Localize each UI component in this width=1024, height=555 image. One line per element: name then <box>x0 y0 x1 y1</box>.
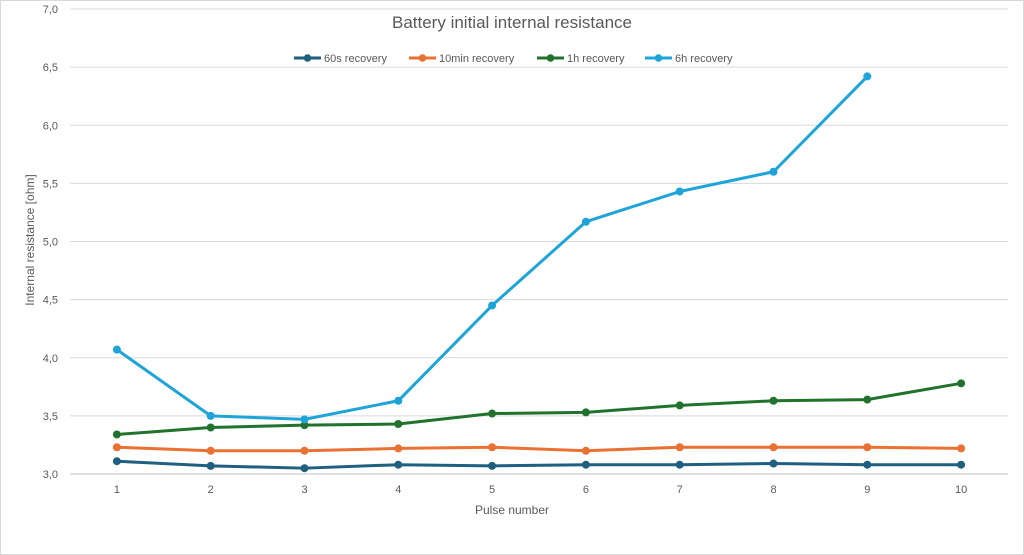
legend-item: 60s recovery <box>294 53 387 65</box>
data-point <box>769 443 778 452</box>
y-axis-label: Internal resistance [ohm] <box>23 174 37 305</box>
data-point <box>112 443 121 452</box>
legend-label: 1h recovery <box>567 53 625 65</box>
data-point <box>112 430 121 439</box>
legend-label: 10min recovery <box>439 53 515 65</box>
y-tick-label: 5,0 <box>43 237 58 249</box>
data-point <box>581 446 590 455</box>
data-point <box>675 443 684 452</box>
x-tick-label: 8 <box>770 484 776 496</box>
data-point <box>394 444 403 453</box>
data-point <box>300 446 309 455</box>
x-tick-label: 3 <box>301 484 307 496</box>
data-point <box>863 443 872 452</box>
legend-marker <box>303 54 312 62</box>
data-point <box>394 460 403 469</box>
data-point <box>206 411 215 420</box>
data-point <box>488 461 497 470</box>
data-point <box>488 443 497 452</box>
data-point <box>675 401 684 410</box>
legend: 60s recovery 10min recovery 1h recovery 6h … <box>294 53 733 65</box>
data-point <box>957 460 966 469</box>
series <box>112 72 872 424</box>
series <box>112 379 966 439</box>
y-tick-label: 3,0 <box>43 469 58 481</box>
x-tick-label: 7 <box>677 484 683 496</box>
data-point <box>206 446 215 455</box>
data-point <box>769 459 778 468</box>
data-point <box>300 421 309 430</box>
legend-marker <box>546 54 555 62</box>
data-point <box>581 217 590 226</box>
y-tick-label: 6,5 <box>43 62 58 74</box>
x-tick-label: 1 <box>114 484 120 496</box>
data-point <box>206 423 215 432</box>
series-group <box>112 72 966 473</box>
data-point <box>769 167 778 176</box>
data-point <box>863 72 872 81</box>
y-tick-label: 4,0 <box>43 353 58 365</box>
x-tick-label: 2 <box>208 484 214 496</box>
x-tick-label: 10 <box>955 484 967 496</box>
x-tick-label: 4 <box>395 484 401 496</box>
data-point <box>300 464 309 473</box>
x-tick-label: 9 <box>864 484 870 496</box>
legend-marker <box>654 54 663 62</box>
data-point <box>112 345 121 354</box>
data-point <box>863 460 872 469</box>
legend-item: 1h recovery <box>537 53 625 65</box>
y-axis-ticks: 3,0 3,5 4,0 4,5 5,0 5,5 6,0 6,5 7,0 <box>43 4 58 481</box>
series-line <box>115 381 963 436</box>
data-point <box>957 379 966 388</box>
data-point <box>394 396 403 405</box>
legend-item: 10min recovery <box>409 53 515 65</box>
series <box>112 443 966 455</box>
y-tick-label: 3,5 <box>43 411 58 423</box>
x-tick-label: 6 <box>583 484 589 496</box>
data-point <box>300 415 309 424</box>
x-axis-ticks: 1 2 3 4 5 6 7 8 9 10 <box>114 484 967 496</box>
legend-label: 6h recovery <box>675 53 733 65</box>
y-tick-label: 4,5 <box>43 295 58 307</box>
series-line <box>115 459 963 470</box>
x-axis-label: Pulse number <box>475 503 549 517</box>
data-point <box>488 301 497 310</box>
data-point <box>863 395 872 404</box>
data-point <box>112 457 121 466</box>
series-line <box>115 74 869 421</box>
x-tick-label: 5 <box>489 484 495 496</box>
legend-label: 60s recovery <box>324 53 387 65</box>
data-point <box>394 420 403 429</box>
data-point <box>769 396 778 405</box>
data-point <box>581 408 590 417</box>
chart-title: Battery initial internal resistance <box>392 13 632 32</box>
y-tick-label: 6,0 <box>43 120 58 132</box>
data-point <box>957 444 966 453</box>
y-tick-label: 7,0 <box>43 4 58 16</box>
data-point <box>206 461 215 470</box>
data-point <box>675 187 684 196</box>
data-point <box>488 409 497 418</box>
legend-marker <box>418 54 427 62</box>
legend-item: 6h recovery <box>645 53 733 65</box>
series-line <box>115 445 963 453</box>
data-point <box>675 460 684 469</box>
data-point <box>581 460 590 469</box>
series <box>112 457 966 473</box>
y-tick-label: 5,5 <box>43 178 58 190</box>
